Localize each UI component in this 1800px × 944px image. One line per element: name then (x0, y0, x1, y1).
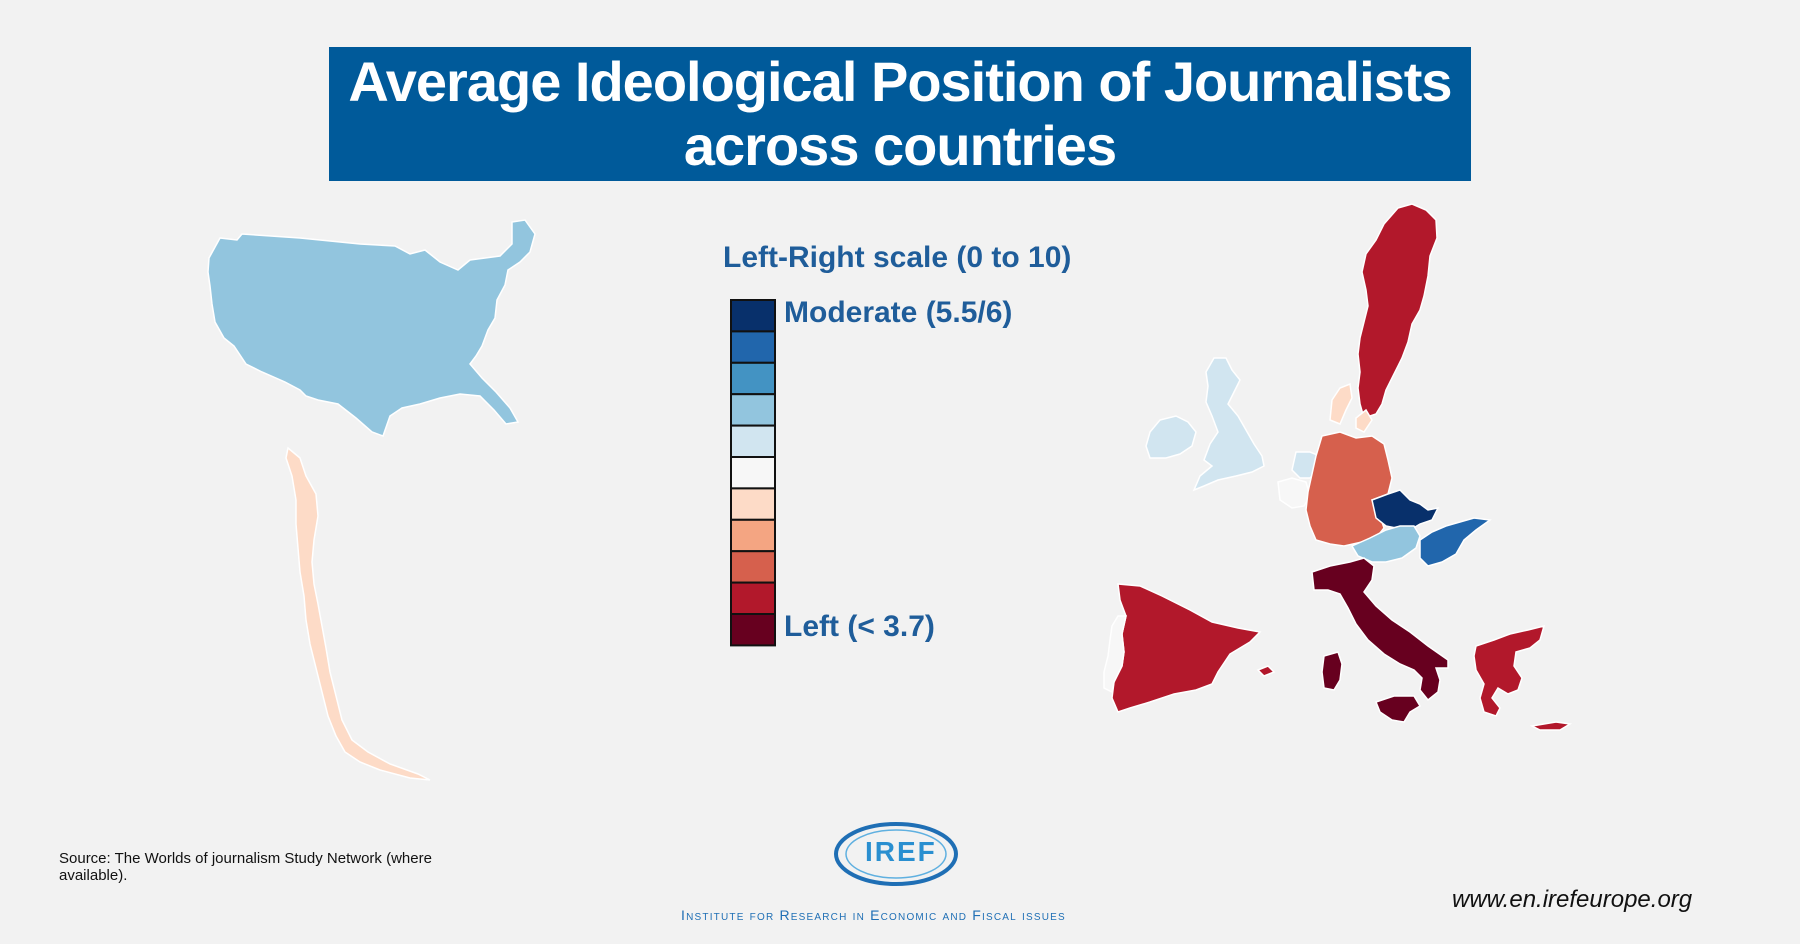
legend-swatch-5 (730, 456, 776, 490)
legend-swatch-3 (730, 393, 776, 427)
map-czechia (1371, 489, 1440, 531)
map-sardinia (1321, 651, 1343, 691)
map-uk (1192, 357, 1265, 492)
map-balearic (1256, 665, 1276, 677)
iref-logo-icon (834, 822, 958, 886)
legend-swatch-4 (730, 424, 776, 459)
map-italy (1311, 557, 1449, 702)
map-usa (207, 219, 536, 437)
legend-swatch-8 (730, 550, 776, 584)
title-line-1: Average Ideological Position of Journali… (348, 50, 1452, 113)
map-sweden (1357, 203, 1438, 419)
map-spain (1111, 583, 1262, 713)
map-austria (1350, 525, 1421, 563)
map-germany (1305, 431, 1393, 547)
map-sicily (1375, 695, 1422, 723)
logo-text: IREF (865, 836, 937, 867)
legend-swatch-2 (730, 361, 776, 396)
legend-swatch-0 (730, 299, 776, 333)
page-title: Average Ideological Position of Journali… (329, 47, 1471, 181)
legend-title: Left-Right scale (0 to 10) (723, 241, 1072, 274)
map-hungary (1419, 517, 1492, 567)
legend-swatch-1 (730, 330, 776, 364)
map-denmark (1329, 382, 1353, 425)
legend-swatch-9 (730, 581, 776, 615)
legend-swatch-6 (730, 487, 776, 521)
map-crete (1529, 721, 1573, 731)
legend-top-label: Moderate (5.5/6) (784, 296, 1013, 329)
legend-swatch-10 (730, 613, 776, 647)
map-denmark-island (1355, 408, 1373, 433)
map-chile (285, 446, 431, 781)
website-link[interactable]: www.en.irefeurope.org (1452, 886, 1693, 913)
map-ireland (1145, 415, 1197, 459)
map-portugal (1103, 615, 1127, 694)
source-note: Source: The Worlds of journalism Study N… (59, 850, 432, 884)
institute-tagline: Institute for Research in Economic and F… (681, 907, 1066, 923)
map-belgium (1277, 477, 1311, 509)
title-line-2: across countries (683, 114, 1117, 177)
legend-color-scale (730, 299, 776, 647)
map-greece (1473, 624, 1546, 717)
legend-bottom-label: Left (< 3.7) (784, 610, 935, 643)
legend-swatch-7 (730, 518, 776, 553)
